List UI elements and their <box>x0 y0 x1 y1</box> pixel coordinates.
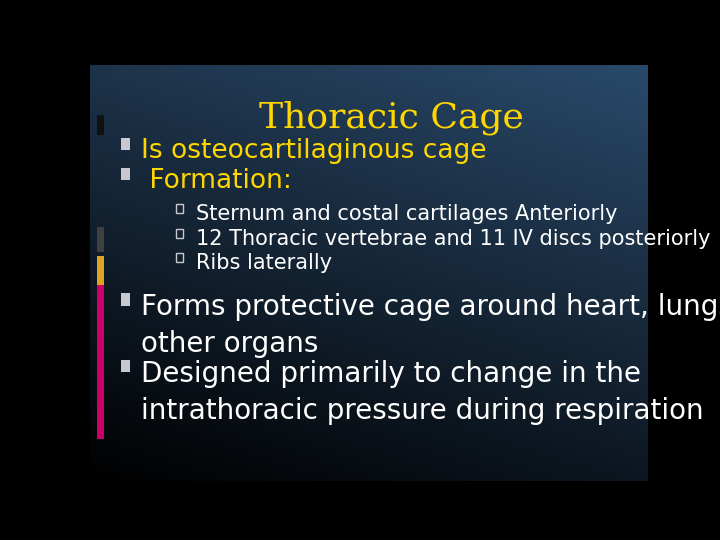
Bar <box>96 256 104 285</box>
Text: Designed primarily to change in the
intrathoracic pressure during respiration: Designed primarily to change in the intr… <box>141 360 704 425</box>
Bar <box>176 253 183 262</box>
Text: Sternum and costal cartilages Anteriorly: Sternum and costal cartilages Anteriorly <box>196 204 618 224</box>
Bar <box>96 285 104 439</box>
Bar <box>96 227 104 252</box>
Bar <box>121 138 130 150</box>
Bar <box>96 114 104 136</box>
Bar <box>121 167 130 180</box>
Text: Is osteocartilaginous cage: Is osteocartilaginous cage <box>141 138 487 164</box>
Bar <box>121 360 130 373</box>
Text: Thoracic Cage: Thoracic Cage <box>259 100 523 134</box>
Bar <box>176 204 183 213</box>
Text: Ribs laterally: Ribs laterally <box>196 253 332 273</box>
Text: 12 Thoracic vertebrae and 11 IV discs posteriorly: 12 Thoracic vertebrae and 11 IV discs po… <box>196 229 711 249</box>
Bar <box>121 294 130 306</box>
Text: Forms protective cage around heart, lungs, and
other organs: Forms protective cage around heart, lung… <box>141 294 720 359</box>
Text: Formation:: Formation: <box>141 167 292 193</box>
Bar <box>176 229 183 238</box>
